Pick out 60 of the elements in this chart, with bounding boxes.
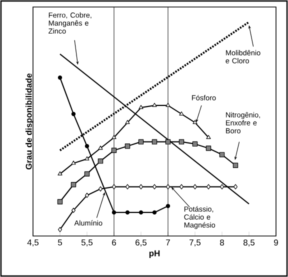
point <box>152 139 158 144</box>
x-tick-label: 8,5 <box>243 240 255 247</box>
x-tick-label: 4,5 <box>27 240 39 246</box>
point <box>152 102 157 107</box>
point <box>111 148 117 153</box>
point <box>206 184 211 190</box>
point <box>192 184 198 190</box>
point <box>71 112 76 116</box>
point <box>57 199 63 204</box>
point <box>98 146 103 150</box>
x-tick-label: 7 <box>166 240 170 246</box>
point <box>84 156 90 160</box>
x-tick-label: 6,5 <box>136 240 147 247</box>
point <box>70 182 76 188</box>
point <box>112 210 116 215</box>
point <box>138 184 144 190</box>
point <box>84 144 90 148</box>
point <box>192 141 198 147</box>
point <box>206 134 211 139</box>
point <box>98 186 103 192</box>
point <box>206 146 212 151</box>
point <box>112 134 116 139</box>
x-tick-label: 8 <box>220 240 224 246</box>
point <box>58 226 62 232</box>
point <box>166 204 170 208</box>
point <box>219 152 225 158</box>
x-axis-title: pH <box>149 250 160 258</box>
point <box>178 139 184 144</box>
point <box>58 171 62 176</box>
point <box>138 104 144 110</box>
x-tick-label: 7,5 <box>190 240 201 246</box>
point <box>220 184 224 190</box>
point <box>138 210 144 215</box>
point <box>179 111 184 116</box>
x-tick-label: 6 <box>112 240 116 246</box>
point <box>125 120 130 124</box>
point <box>71 160 76 165</box>
point <box>112 184 116 190</box>
point <box>98 158 104 164</box>
point <box>125 210 130 215</box>
point <box>124 144 130 149</box>
point <box>232 162 238 168</box>
point <box>84 171 90 177</box>
point <box>233 184 238 190</box>
point <box>166 102 170 107</box>
point <box>179 184 184 190</box>
point <box>166 184 170 190</box>
point <box>71 208 76 213</box>
point <box>192 120 198 124</box>
point <box>84 192 90 198</box>
point <box>165 139 171 144</box>
point <box>152 210 157 215</box>
y-axis-title: Grau de disponibilidade <box>26 74 34 170</box>
point <box>125 184 130 190</box>
x-tick-label: 9 <box>274 240 278 246</box>
x-tick-label: 5,5 <box>81 240 93 246</box>
x-tick-label: 5 <box>58 240 62 246</box>
point <box>138 139 144 144</box>
point <box>58 76 62 80</box>
point <box>152 184 157 190</box>
